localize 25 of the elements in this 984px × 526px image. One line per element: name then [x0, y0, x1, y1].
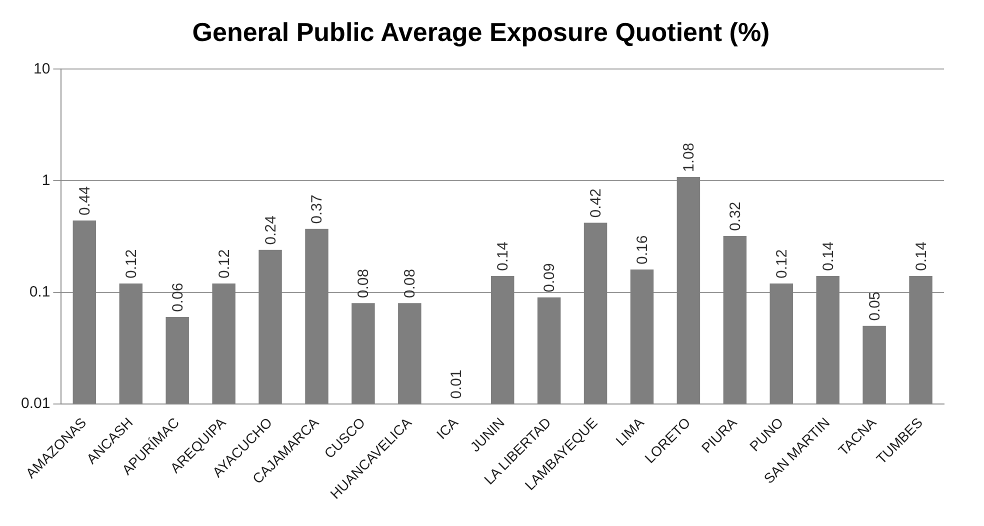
data-label: 0.14 [494, 242, 512, 271]
data-label: 0.42 [588, 188, 605, 218]
y-tick-label: 10 [34, 60, 50, 78]
data-label: 0.12 [773, 249, 790, 278]
data-label: 0.16 [634, 235, 651, 265]
y-tick-label: 0.1 [29, 283, 50, 300]
data-label: 1.08 [680, 142, 698, 172]
data-label: 0.14 [912, 242, 930, 271]
data-label: 0.08 [355, 268, 372, 298]
data-label: 0.37 [308, 194, 326, 224]
y-tick-label: 0.01 [20, 394, 50, 412]
x-tick-label: ICA [433, 414, 462, 442]
data-label: 0.32 [726, 202, 744, 231]
data-label: 0.01 [448, 370, 466, 399]
data-label: 0.08 [402, 268, 419, 298]
y-tick-label: 1 [42, 172, 50, 189]
data-label: 0.44 [76, 186, 94, 216]
data-label: 0.14 [820, 242, 837, 271]
data-label: 0.12 [122, 249, 140, 278]
data-label: 0.24 [262, 216, 280, 245]
data-label: 0.06 [169, 282, 186, 312]
data-label: 0.12 [216, 249, 233, 278]
chart-title: General Public Average Exposure Quotient (%) [192, 16, 770, 47]
data-label: 0.09 [541, 263, 558, 292]
data-label: 0.05 [866, 292, 884, 321]
